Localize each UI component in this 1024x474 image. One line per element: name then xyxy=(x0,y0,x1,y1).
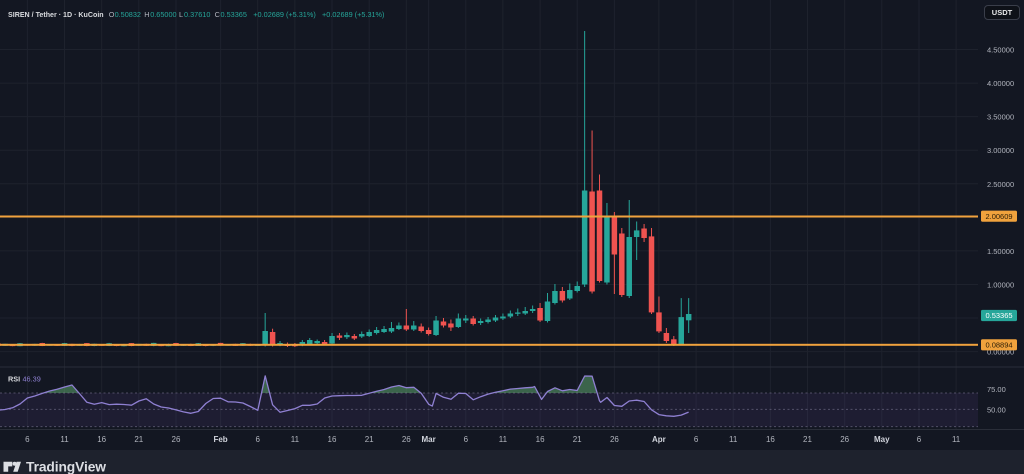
svg-text:Mar: Mar xyxy=(421,435,435,444)
svg-text:0.53365: 0.53365 xyxy=(221,10,247,19)
svg-text:O: O xyxy=(109,10,115,19)
svg-text:16: 16 xyxy=(766,435,775,444)
svg-text:+0.02689 (+5.31%): +0.02689 (+5.31%) xyxy=(322,10,384,19)
svg-text:0.65000: 0.65000 xyxy=(150,10,176,19)
svg-text:11: 11 xyxy=(952,435,961,444)
svg-text:3.50000: 3.50000 xyxy=(987,113,1014,122)
svg-text:6: 6 xyxy=(255,435,260,444)
svg-text:H: H xyxy=(144,10,149,19)
svg-text:6: 6 xyxy=(917,435,922,444)
svg-text:4.00000: 4.00000 xyxy=(987,79,1014,88)
svg-text:11: 11 xyxy=(729,435,738,444)
svg-text:21: 21 xyxy=(573,435,582,444)
svg-text:11: 11 xyxy=(60,435,69,444)
svg-text:3.00000: 3.00000 xyxy=(987,146,1014,155)
svg-text:11: 11 xyxy=(291,435,300,444)
svg-text:26: 26 xyxy=(172,435,181,444)
svg-text:SIREN / Tether · 1D · KuCoin: SIREN / Tether · 1D · KuCoin xyxy=(8,11,104,19)
svg-text:RSI: RSI xyxy=(8,375,20,384)
svg-text:0.50832: 0.50832 xyxy=(115,10,141,19)
svg-text:+0.02689 (+5.31%): +0.02689 (+5.31%) xyxy=(253,10,315,19)
svg-text:46.39: 46.39 xyxy=(23,375,41,384)
svg-text:21: 21 xyxy=(134,435,143,444)
svg-text:0.08894: 0.08894 xyxy=(985,341,1012,350)
svg-text:May: May xyxy=(874,435,890,444)
svg-text:75.00: 75.00 xyxy=(987,385,1006,394)
svg-text:2.50000: 2.50000 xyxy=(987,180,1014,189)
svg-text:0.37610: 0.37610 xyxy=(184,10,210,19)
svg-text:L: L xyxy=(179,10,183,19)
svg-text:16: 16 xyxy=(536,435,545,444)
svg-text:6: 6 xyxy=(25,435,30,444)
svg-text:21: 21 xyxy=(365,435,374,444)
svg-text:1.50000: 1.50000 xyxy=(987,247,1014,256)
svg-text:11: 11 xyxy=(499,435,508,444)
svg-text:0.53365: 0.53365 xyxy=(985,311,1012,320)
svg-text:6: 6 xyxy=(464,435,469,444)
svg-text:21: 21 xyxy=(803,435,812,444)
svg-text:26: 26 xyxy=(840,435,849,444)
svg-text:USDT: USDT xyxy=(992,8,1013,17)
svg-text:Feb: Feb xyxy=(213,435,227,444)
svg-text:1.00000: 1.00000 xyxy=(987,281,1014,290)
svg-text:2.00609: 2.00609 xyxy=(985,212,1012,221)
svg-text:26: 26 xyxy=(402,435,411,444)
svg-text:26: 26 xyxy=(610,435,619,444)
svg-text:4.50000: 4.50000 xyxy=(987,46,1014,55)
svg-text:16: 16 xyxy=(328,435,337,444)
svg-text:0.00000: 0.00000 xyxy=(987,348,1014,357)
svg-text:TradingView: TradingView xyxy=(26,460,106,474)
svg-text:Apr: Apr xyxy=(652,435,666,444)
svg-text:50.00: 50.00 xyxy=(987,405,1006,414)
svg-text:6: 6 xyxy=(694,435,699,444)
svg-text:16: 16 xyxy=(97,435,106,444)
svg-text:C: C xyxy=(215,10,220,19)
